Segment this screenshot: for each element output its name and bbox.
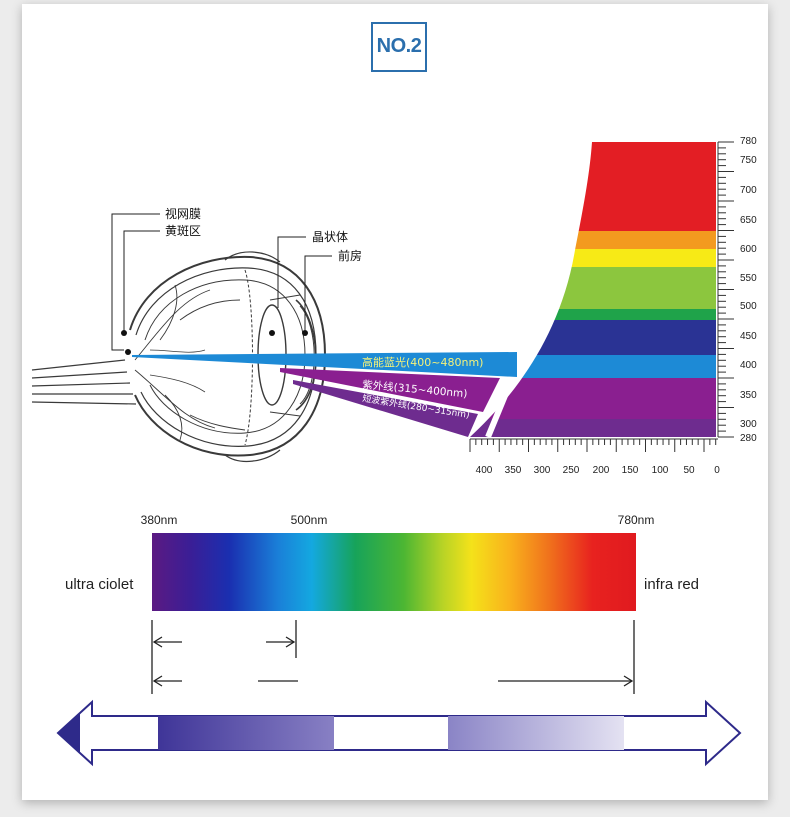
- bottom-tick-label: 300: [534, 465, 551, 476]
- band-deep-violet: [470, 419, 716, 437]
- bottom-tick-label: 200: [593, 465, 610, 476]
- badge-label: NO.2: [376, 35, 422, 57]
- right-tick-label: 350: [740, 390, 757, 401]
- label-lens: 晶状体: [312, 230, 348, 244]
- band-yellow: [470, 249, 716, 267]
- callout-dots: [121, 330, 308, 355]
- right-axis: [717, 141, 734, 438]
- bottom-tick-label: 350: [505, 465, 522, 476]
- band-indigo: [470, 320, 716, 355]
- label-macula: 黄斑区: [165, 224, 201, 238]
- spectrum-start-label: 380nm: [141, 513, 178, 527]
- right-tick-label: 400: [740, 360, 757, 371]
- left-end-label: ultra ciolet: [65, 576, 134, 593]
- bottom-tick-label: 50: [683, 465, 695, 476]
- band-red: [470, 142, 716, 231]
- short-uv-beam: [293, 380, 478, 437]
- label-retina: 视网膜: [165, 206, 201, 221]
- bottom-tick-label: 250: [563, 465, 580, 476]
- uv-beam: [280, 368, 500, 412]
- number-badge: NO.2: [371, 22, 427, 72]
- bottom-tick-label: 0: [714, 465, 720, 476]
- right-tick-label: 650: [740, 215, 757, 226]
- visible-spectrum-bar: [152, 533, 636, 611]
- bottom-tick-label: 400: [476, 465, 493, 476]
- band-orange: [470, 231, 716, 249]
- right-tick-label: 450: [740, 331, 757, 342]
- right-tick-label: 300: [740, 419, 757, 430]
- eye-callouts: [111, 213, 332, 351]
- bottom-axis: [469, 438, 718, 452]
- double-arrow: [56, 699, 742, 767]
- right-end-label: infra red: [644, 576, 699, 593]
- arrow-segment-light: [448, 716, 624, 750]
- arrow-segment-dark: [158, 716, 334, 750]
- band-light-green: [470, 267, 716, 309]
- right-tick-label: 500: [740, 301, 757, 312]
- band-green: [470, 309, 716, 320]
- spectrum-mid-label: 500nm: [291, 513, 328, 527]
- range-brackets: [151, 620, 635, 694]
- right-tick-label: 550: [740, 273, 757, 284]
- separator-gap: [485, 350, 526, 439]
- bottom-tick-label: 100: [652, 465, 669, 476]
- bottom-tick-label: 150: [622, 465, 639, 476]
- blue-light-label: 高能蓝光(400~480nm): [362, 355, 483, 369]
- blue-light-beam: [132, 352, 517, 377]
- right-tick-label: 750: [740, 155, 757, 166]
- right-tick-label: 700: [740, 185, 757, 196]
- spectrum-end-label: 780nm: [618, 513, 655, 527]
- right-tick-label: 280: [740, 433, 757, 444]
- spectrum-block: [470, 142, 716, 437]
- right-tick-label: 600: [740, 244, 757, 255]
- right-tick-label: 780: [740, 136, 757, 147]
- label-anterior-chamber: 前房: [338, 248, 362, 263]
